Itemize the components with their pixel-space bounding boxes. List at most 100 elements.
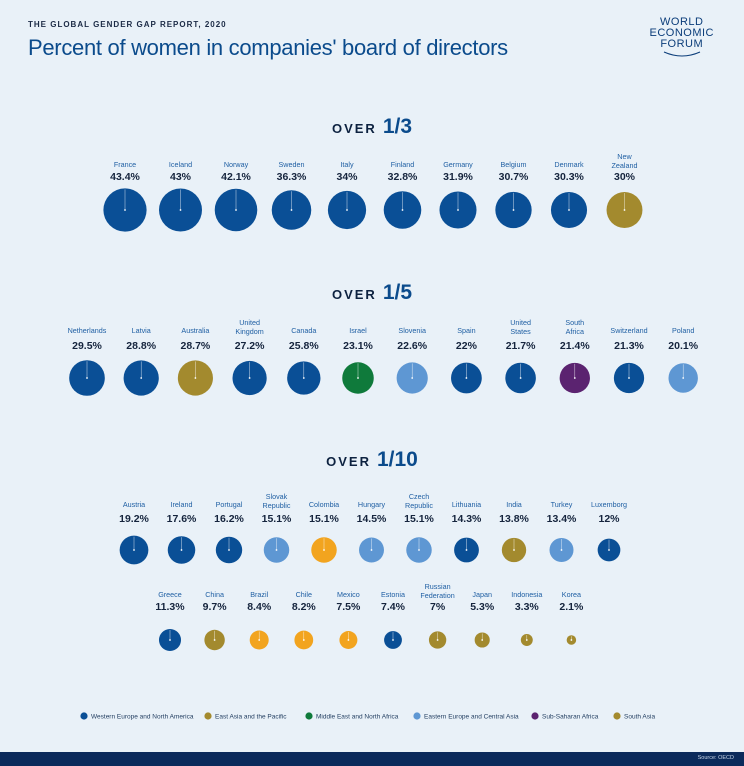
country-label: Sweden	[279, 160, 305, 169]
legend-label: Middle East and North Africa	[316, 714, 399, 721]
group-heading-prefix: OVER	[326, 454, 371, 469]
value-label: 30.7%	[499, 171, 529, 183]
country-label: Iceland	[169, 160, 192, 169]
value-label: 30.3%	[554, 171, 584, 183]
country-label: Lithuania	[452, 500, 481, 509]
country-label: United	[510, 318, 531, 327]
value-label: 28.8%	[126, 340, 156, 352]
country-label: Austria	[123, 500, 145, 509]
country-label: Federation	[420, 591, 454, 600]
value-label: 43.4%	[110, 171, 140, 183]
legend-label: East Asia and the Pacific	[215, 714, 287, 721]
value-label: 28.7%	[181, 340, 211, 352]
country-label: India	[506, 500, 522, 509]
bubble-center	[623, 209, 626, 211]
country-label: Estonia	[381, 590, 405, 599]
bubble-center	[418, 549, 420, 551]
value-label: 19.2%	[119, 513, 149, 525]
country-label: South	[565, 318, 584, 327]
logo-line-1: WORLD	[660, 16, 704, 28]
country-label: Germany	[443, 160, 473, 169]
bubble-center	[194, 377, 197, 379]
legend-swatch	[305, 712, 313, 720]
bubble-center	[608, 549, 610, 551]
bubble-center	[169, 639, 171, 641]
bubble-center	[275, 549, 278, 551]
bubble-center	[411, 377, 414, 379]
value-label: 13.8%	[499, 513, 529, 525]
country-label: Brazil	[250, 590, 268, 599]
country-label: New	[617, 152, 632, 161]
country-label: Norway	[224, 160, 249, 169]
group-heading-prefix: OVER	[332, 121, 377, 136]
group-heading-value: 1/10	[377, 448, 418, 471]
logo-line-3: FORUM	[660, 38, 704, 50]
header: THE GLOBAL GENDER GAP REPORT, 2020 Perce…	[28, 20, 508, 61]
legend-swatch	[531, 712, 539, 720]
bubble-center	[346, 209, 348, 211]
value-label: 23.1%	[343, 340, 373, 352]
country-label: Slovak	[266, 492, 288, 501]
bubble-center	[180, 549, 183, 551]
value-label: 3.3%	[515, 601, 540, 613]
bubble-center	[228, 549, 230, 551]
value-label: 9.7%	[203, 601, 228, 613]
group-heading-prefix: OVER	[332, 287, 377, 302]
bubble-center	[570, 639, 573, 641]
bubble-center	[302, 377, 305, 379]
country-label: Israel	[349, 326, 367, 335]
value-label: 20.1%	[668, 340, 698, 352]
country-label: Mexico	[337, 590, 360, 599]
bubble-center	[401, 209, 404, 211]
country-label: Indonesia	[511, 590, 542, 599]
country-label: Luxemborg	[591, 500, 627, 509]
country-label: Africa	[566, 327, 584, 336]
country-label: States	[510, 327, 531, 336]
bubble-center	[86, 377, 88, 379]
bubble-center	[133, 549, 135, 551]
country-label: Ireland	[171, 500, 193, 509]
footer-bar: Source: OECD	[0, 752, 744, 766]
bubble-center	[347, 639, 350, 641]
value-label: 5.3%	[470, 601, 495, 613]
country-label: Finland	[391, 160, 415, 169]
country-label: Kingdom	[235, 327, 263, 336]
value-label: 34%	[336, 171, 358, 183]
country-label: Italy	[340, 160, 354, 169]
value-label: 22.6%	[397, 340, 427, 352]
bubble-center	[525, 639, 528, 641]
legend-swatch	[613, 712, 621, 720]
country-label: France	[114, 160, 136, 169]
country-label: Portugal	[216, 500, 243, 509]
country-label: China	[205, 590, 224, 599]
value-label: 25.8%	[289, 340, 319, 352]
value-label: 7%	[430, 601, 446, 613]
value-label: 15.1%	[262, 513, 292, 525]
bubble-center	[519, 377, 522, 379]
value-label: 12%	[598, 513, 620, 525]
country-label: Denmark	[554, 160, 584, 169]
country-label: Netherlands	[68, 326, 107, 335]
value-label: 11.3%	[155, 601, 185, 613]
bubble-center	[392, 639, 394, 641]
value-label: 27.2%	[235, 340, 265, 352]
value-label: 15.1%	[404, 513, 434, 525]
group-heading-value: 1/3	[383, 115, 412, 138]
value-label: 17.6%	[167, 513, 197, 525]
value-label: 16.2%	[214, 513, 244, 525]
chart-title: Percent of women in companies' board of …	[28, 35, 508, 60]
value-label: 14.5%	[357, 513, 387, 525]
legend-label: Western Europe and North America	[91, 714, 194, 721]
country-label: Poland	[672, 326, 694, 335]
logo-arc-icon	[663, 51, 700, 57]
country-label: Greece	[158, 590, 182, 599]
bubble-center	[682, 377, 685, 379]
value-label: 8.2%	[292, 601, 317, 613]
legend-label: Sub-Saharan Africa	[542, 714, 599, 721]
logo-line-2: ECONOMIC	[649, 27, 714, 39]
bubble-center	[258, 639, 261, 641]
country-label: Czech	[409, 492, 429, 501]
bubble-center	[140, 377, 143, 379]
value-label: 31.9%	[443, 171, 473, 183]
country-label: Belgium	[501, 160, 527, 169]
